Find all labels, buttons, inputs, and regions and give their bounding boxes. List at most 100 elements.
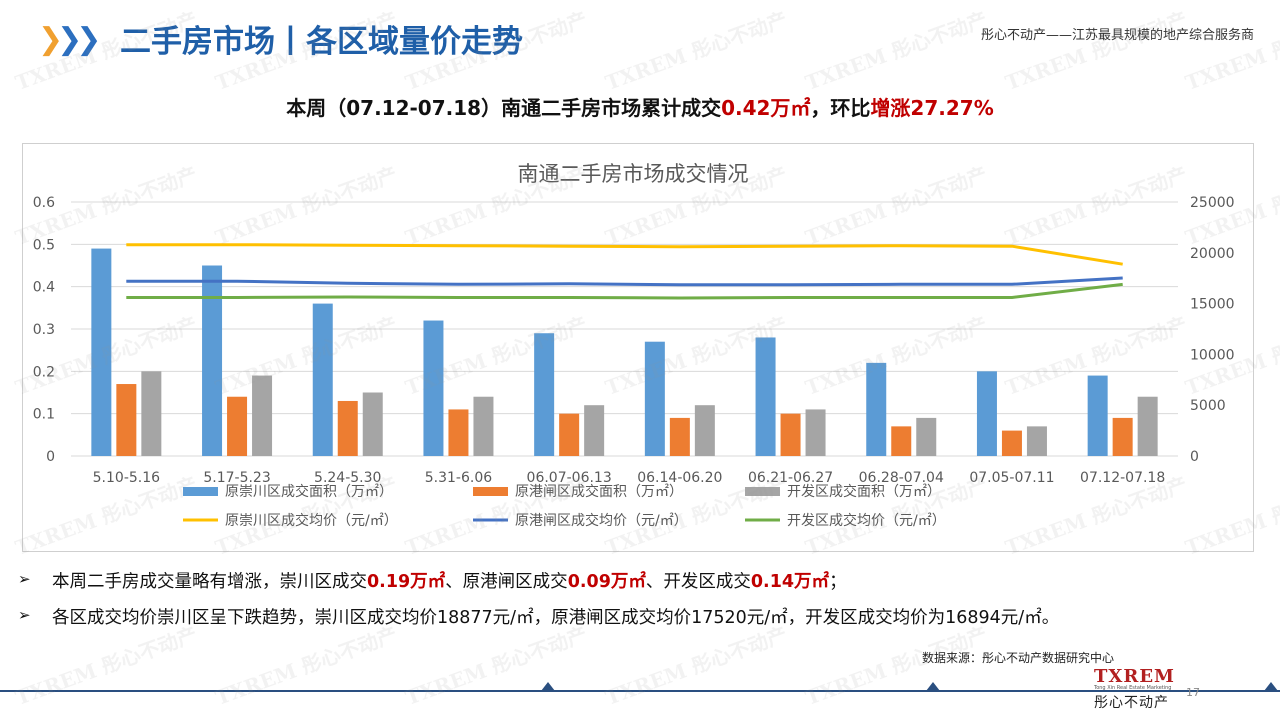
chart-container: 南通二手房市场成交情况 0 0.1 0.2 0.3 0.4 0.5 0.6 0 5000 10000… — [22, 143, 1254, 552]
bullet-arrow-icon: ➢ — [18, 606, 31, 624]
y-tick-label: 0.1 — [33, 407, 55, 423]
bar — [448, 409, 469, 456]
bar — [584, 405, 605, 456]
bar — [91, 248, 112, 456]
y2-tick-label: 20000 — [1190, 246, 1235, 262]
legend-label: 原崇川区成交面积（万㎡） — [225, 483, 393, 500]
bar — [916, 417, 937, 456]
headline-middle: ，环比 — [810, 96, 871, 120]
legend-label: 原港闸区成交均价（元/㎡） — [515, 512, 688, 529]
headline-prefix: 本周（07.12-07.18）南通二手房市场累计成交 — [286, 96, 722, 120]
series-line — [126, 276, 1123, 287]
chevrons-icon: ❯❯❯ — [38, 22, 101, 57]
footer-marker-icon — [926, 682, 940, 691]
y-tick-label: 0.2 — [33, 364, 55, 380]
y-tick-label: 0.6 — [33, 195, 55, 211]
bullet-item: ➢ 各区成交均价崇川区呈下跌趋势，崇川区成交均价18877元/㎡，原港闸区成交均价… — [18, 604, 1268, 640]
x-tick-label: 06.07-06.13 — [527, 470, 612, 486]
bar — [227, 396, 248, 456]
bar — [1137, 396, 1158, 456]
x-tick-label: 5.31-6.06 — [425, 470, 492, 486]
x-tick-label: 5.17-5.23 — [203, 470, 270, 486]
x-tick-label: 06.14-06.20 — [637, 470, 722, 486]
legend-label: 开发区成交面积（万㎡） — [787, 483, 941, 500]
bar — [755, 337, 776, 456]
bullet-text-part: 各区成交均价崇川区呈下跌趋势，崇川区成交均价18877元/㎡，原港闸区成交均价1… — [52, 608, 1060, 628]
market-chart: 南通二手房市场成交情况 0 0.1 0.2 0.3 0.4 0.5 0.6 0 5000 10000… — [33, 162, 1235, 529]
bullet-text: 各区成交均价崇川区呈下跌趋势，崇川区成交均价18877元/㎡，原港闸区成交均价1… — [52, 604, 1059, 629]
legend-label: 原崇川区成交均价（元/㎡） — [225, 512, 398, 529]
bullet-text-part: ； — [829, 572, 847, 592]
bar — [694, 405, 715, 456]
bullet-arrow-icon: ➢ — [18, 570, 31, 588]
bullet-text-part: 本周二手房成交量略有增涨，崇川区成交 — [52, 572, 367, 592]
logo-chinese: 彤心不动产 — [1094, 695, 1169, 711]
x-tick-label: 5.24-5.30 — [314, 470, 381, 486]
bar — [669, 417, 690, 456]
y2-tick-label: 25000 — [1190, 195, 1235, 211]
bullet-text-part: 、原港闸区成交 — [445, 572, 568, 592]
bar — [473, 396, 494, 456]
highlight-value: 0.14万㎡ — [750, 572, 830, 592]
footer-marker-icon — [541, 682, 555, 691]
page-title: 二手房市场丨各区域量价走势 — [120, 24, 523, 60]
legend-swatch — [183, 487, 218, 496]
highlight-value: 0.19万㎡ — [367, 572, 446, 592]
bar — [116, 384, 137, 456]
y-tick-label: 0.4 — [33, 280, 55, 296]
bar — [891, 426, 912, 456]
company-logo: TXREM Tong Xin Real Estate Marketing 彤心不… — [1094, 666, 1184, 712]
y-tick-label: 0 — [46, 449, 55, 465]
bar — [423, 320, 444, 456]
bullet-text-part: 、开发区成交 — [645, 572, 751, 592]
bar — [1026, 426, 1047, 456]
data-source-note: 数据来源：彤心不动产数据研究中心 — [922, 651, 1115, 665]
highlight-value: 0.09万㎡ — [567, 572, 646, 592]
bar — [312, 303, 333, 456]
x-tick-label: 07.12-07.18 — [1080, 470, 1165, 486]
summary-bullets: ➢ 本周二手房成交量略有增涨，崇川区成交0.19万㎡、原港闸区成交0.09万㎡、开… — [18, 568, 1268, 640]
headline-volume: 0.42万㎡ — [721, 96, 811, 120]
x-tick-label: 07.05-07.11 — [969, 470, 1054, 486]
headline-change: 增涨27.27% — [870, 96, 994, 120]
bar — [1001, 430, 1022, 456]
bullet-text: 本周二手房成交量略有增涨，崇川区成交0.19万㎡、原港闸区成交0.09万㎡、开发… — [52, 568, 847, 593]
legend-swatch — [473, 487, 508, 496]
y2-tick-label: 10000 — [1190, 347, 1235, 363]
bar — [252, 375, 273, 456]
bar — [866, 362, 887, 456]
y2-tick-label: 5000 — [1190, 398, 1226, 414]
page-number: 17 — [1186, 686, 1200, 699]
bar — [976, 371, 997, 456]
weekly-headline: 本周（07.12-07.18）南通二手房市场累计成交0.42万㎡，环比增涨27.… — [0, 92, 1280, 121]
logo-mark: TXREM — [1094, 666, 1175, 687]
y-tick-label: 0.3 — [33, 322, 55, 338]
y2-tick-label: 0 — [1190, 449, 1199, 465]
x-tick-label: 06.21-06.27 — [748, 470, 833, 486]
header-bar: ❯❯❯ 二手房市场丨各区域量价走势 彤心不动产——江苏最具规模的地产综合服务商 — [0, 0, 1280, 78]
bar — [644, 341, 665, 456]
company-slogan: 彤心不动产——江苏最具规模的地产综合服务商 — [980, 28, 1254, 43]
footer-marker-icon — [1264, 682, 1278, 691]
bar — [1112, 417, 1133, 456]
chart-title: 南通二手房市场成交情况 — [518, 162, 749, 186]
bar — [362, 392, 383, 456]
logo-subtitle: Tong Xin Real Estate Marketing — [1094, 685, 1172, 691]
bar — [1087, 375, 1108, 456]
x-tick-label: 5.10-5.16 — [93, 470, 160, 486]
bar — [202, 265, 223, 456]
x-tick-label: 06.28-07.04 — [859, 470, 944, 486]
bar — [141, 371, 162, 456]
bar — [780, 413, 801, 456]
bar — [534, 333, 555, 456]
bullet-item: ➢ 本周二手房成交量略有增涨，崇川区成交0.19万㎡、原港闸区成交0.09万㎡、开… — [18, 568, 1268, 604]
legend-swatch — [745, 487, 780, 496]
bar — [805, 409, 826, 456]
legend-label: 原港闸区成交面积（万㎡） — [515, 483, 683, 500]
series-line — [126, 243, 1123, 266]
footer-divider — [0, 690, 1280, 692]
legend-label: 开发区成交均价（元/㎡） — [787, 512, 946, 529]
bar — [559, 413, 580, 456]
series-line — [126, 282, 1123, 300]
y-tick-label: 0.5 — [33, 237, 55, 253]
